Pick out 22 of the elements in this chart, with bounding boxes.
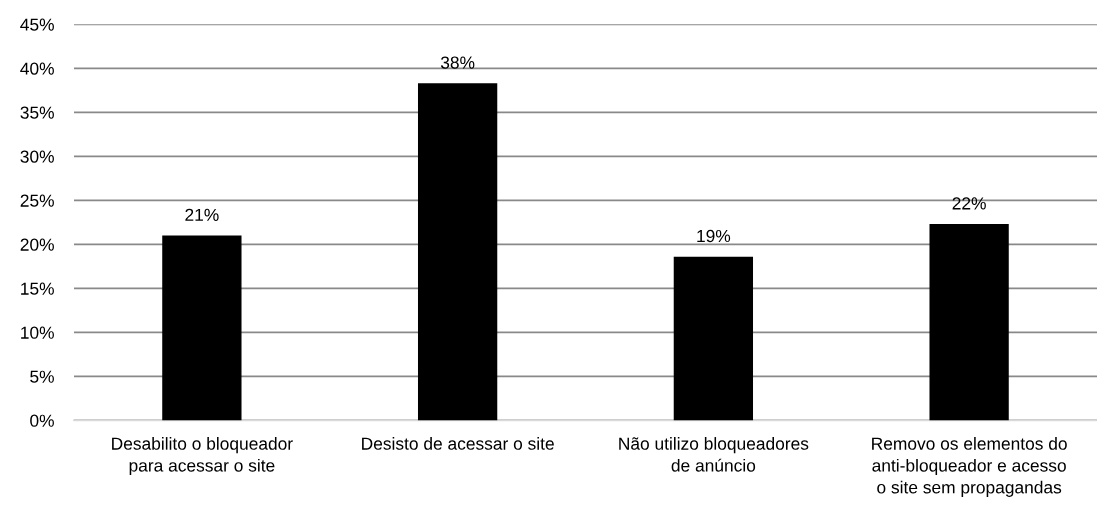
x-tick-label: Removo os elementos do anti-bloqueador e acesso o site sem propagandas	[872, 437, 1067, 497]
y-tick-label: 15%	[21, 282, 54, 295]
y-tick-label: 45%	[20, 18, 54, 31]
x-tick-label: Desabilito o bloqueador para acessar o site	[112, 437, 293, 476]
bar	[929, 224, 1009, 421]
data-label: 21%	[185, 208, 219, 221]
bar	[417, 83, 498, 421]
y-tick-label: 10%	[21, 326, 54, 339]
y-tick-label: 25%	[20, 194, 54, 207]
x-tick-label: Não utilizo bloqueadores de anúncio	[619, 437, 809, 472]
y-tick-label: 0%	[30, 414, 54, 427]
y-tick-label: 5%	[30, 370, 54, 383]
y-tick-label: 35%	[20, 106, 54, 119]
y-tick-label: 30%	[20, 150, 54, 163]
x-tick-label: Desisto de acessar o site	[362, 437, 554, 450]
data-label: 19%	[697, 229, 731, 243]
y-tick-label: 40%	[20, 62, 54, 75]
data-label: 38%	[440, 56, 475, 69]
bar	[162, 235, 242, 421]
y-tick-label: 20%	[20, 238, 54, 251]
data-label: 22%	[952, 197, 986, 210]
bar	[673, 256, 754, 421]
